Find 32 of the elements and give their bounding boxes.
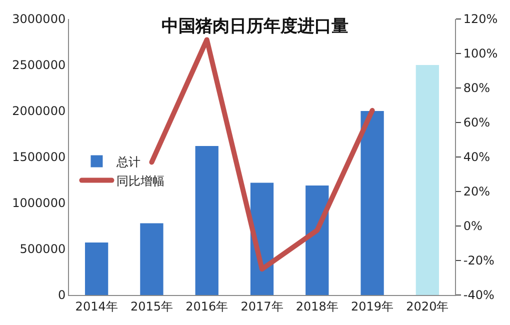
x-tick-label: 2019年 bbox=[351, 299, 394, 314]
x-tick-label: 2020年 bbox=[406, 299, 449, 314]
y-tick-label: 3000000 bbox=[12, 12, 66, 26]
bar bbox=[84, 242, 108, 295]
x-tick-label: 2015年 bbox=[130, 299, 173, 314]
x-tick-label: 2014年 bbox=[75, 299, 118, 314]
y-tick-label: 1000000 bbox=[12, 196, 66, 210]
y-tick-label: 2500000 bbox=[12, 58, 66, 72]
legend-label: 同比增幅 bbox=[116, 174, 165, 188]
y2-tick-label: 0% bbox=[463, 219, 482, 234]
y2-tick-label: 80% bbox=[463, 81, 490, 96]
y-tick-label: 1500000 bbox=[12, 150, 66, 164]
y2-tick-label: 20% bbox=[463, 184, 490, 199]
bar bbox=[140, 223, 164, 295]
y2-tick-label: -40% bbox=[463, 288, 494, 302]
y2-tick-label: 100% bbox=[463, 46, 498, 61]
x-tick-label: 2016年 bbox=[186, 299, 228, 314]
y-tick-label: 0 bbox=[58, 288, 66, 302]
bar bbox=[195, 146, 218, 295]
bar bbox=[306, 186, 329, 295]
y-tick-label: 500000 bbox=[20, 242, 66, 256]
y2-tick-label: 60% bbox=[463, 116, 490, 130]
y2-tick-label: 120% bbox=[463, 12, 498, 26]
bar bbox=[416, 65, 440, 295]
bar bbox=[360, 111, 384, 295]
x-tick-label: 2017年 bbox=[240, 299, 284, 314]
y-tick-label: 2000000 bbox=[12, 104, 66, 118]
y2-tick-label: -20% bbox=[463, 254, 494, 268]
y2-tick-label: 40% bbox=[463, 150, 490, 164]
x-tick-label: 2018年 bbox=[296, 299, 338, 314]
chart-title: 中国猪肉日历年度进口量 bbox=[162, 16, 348, 36]
legend-label: 总计 bbox=[116, 154, 141, 169]
